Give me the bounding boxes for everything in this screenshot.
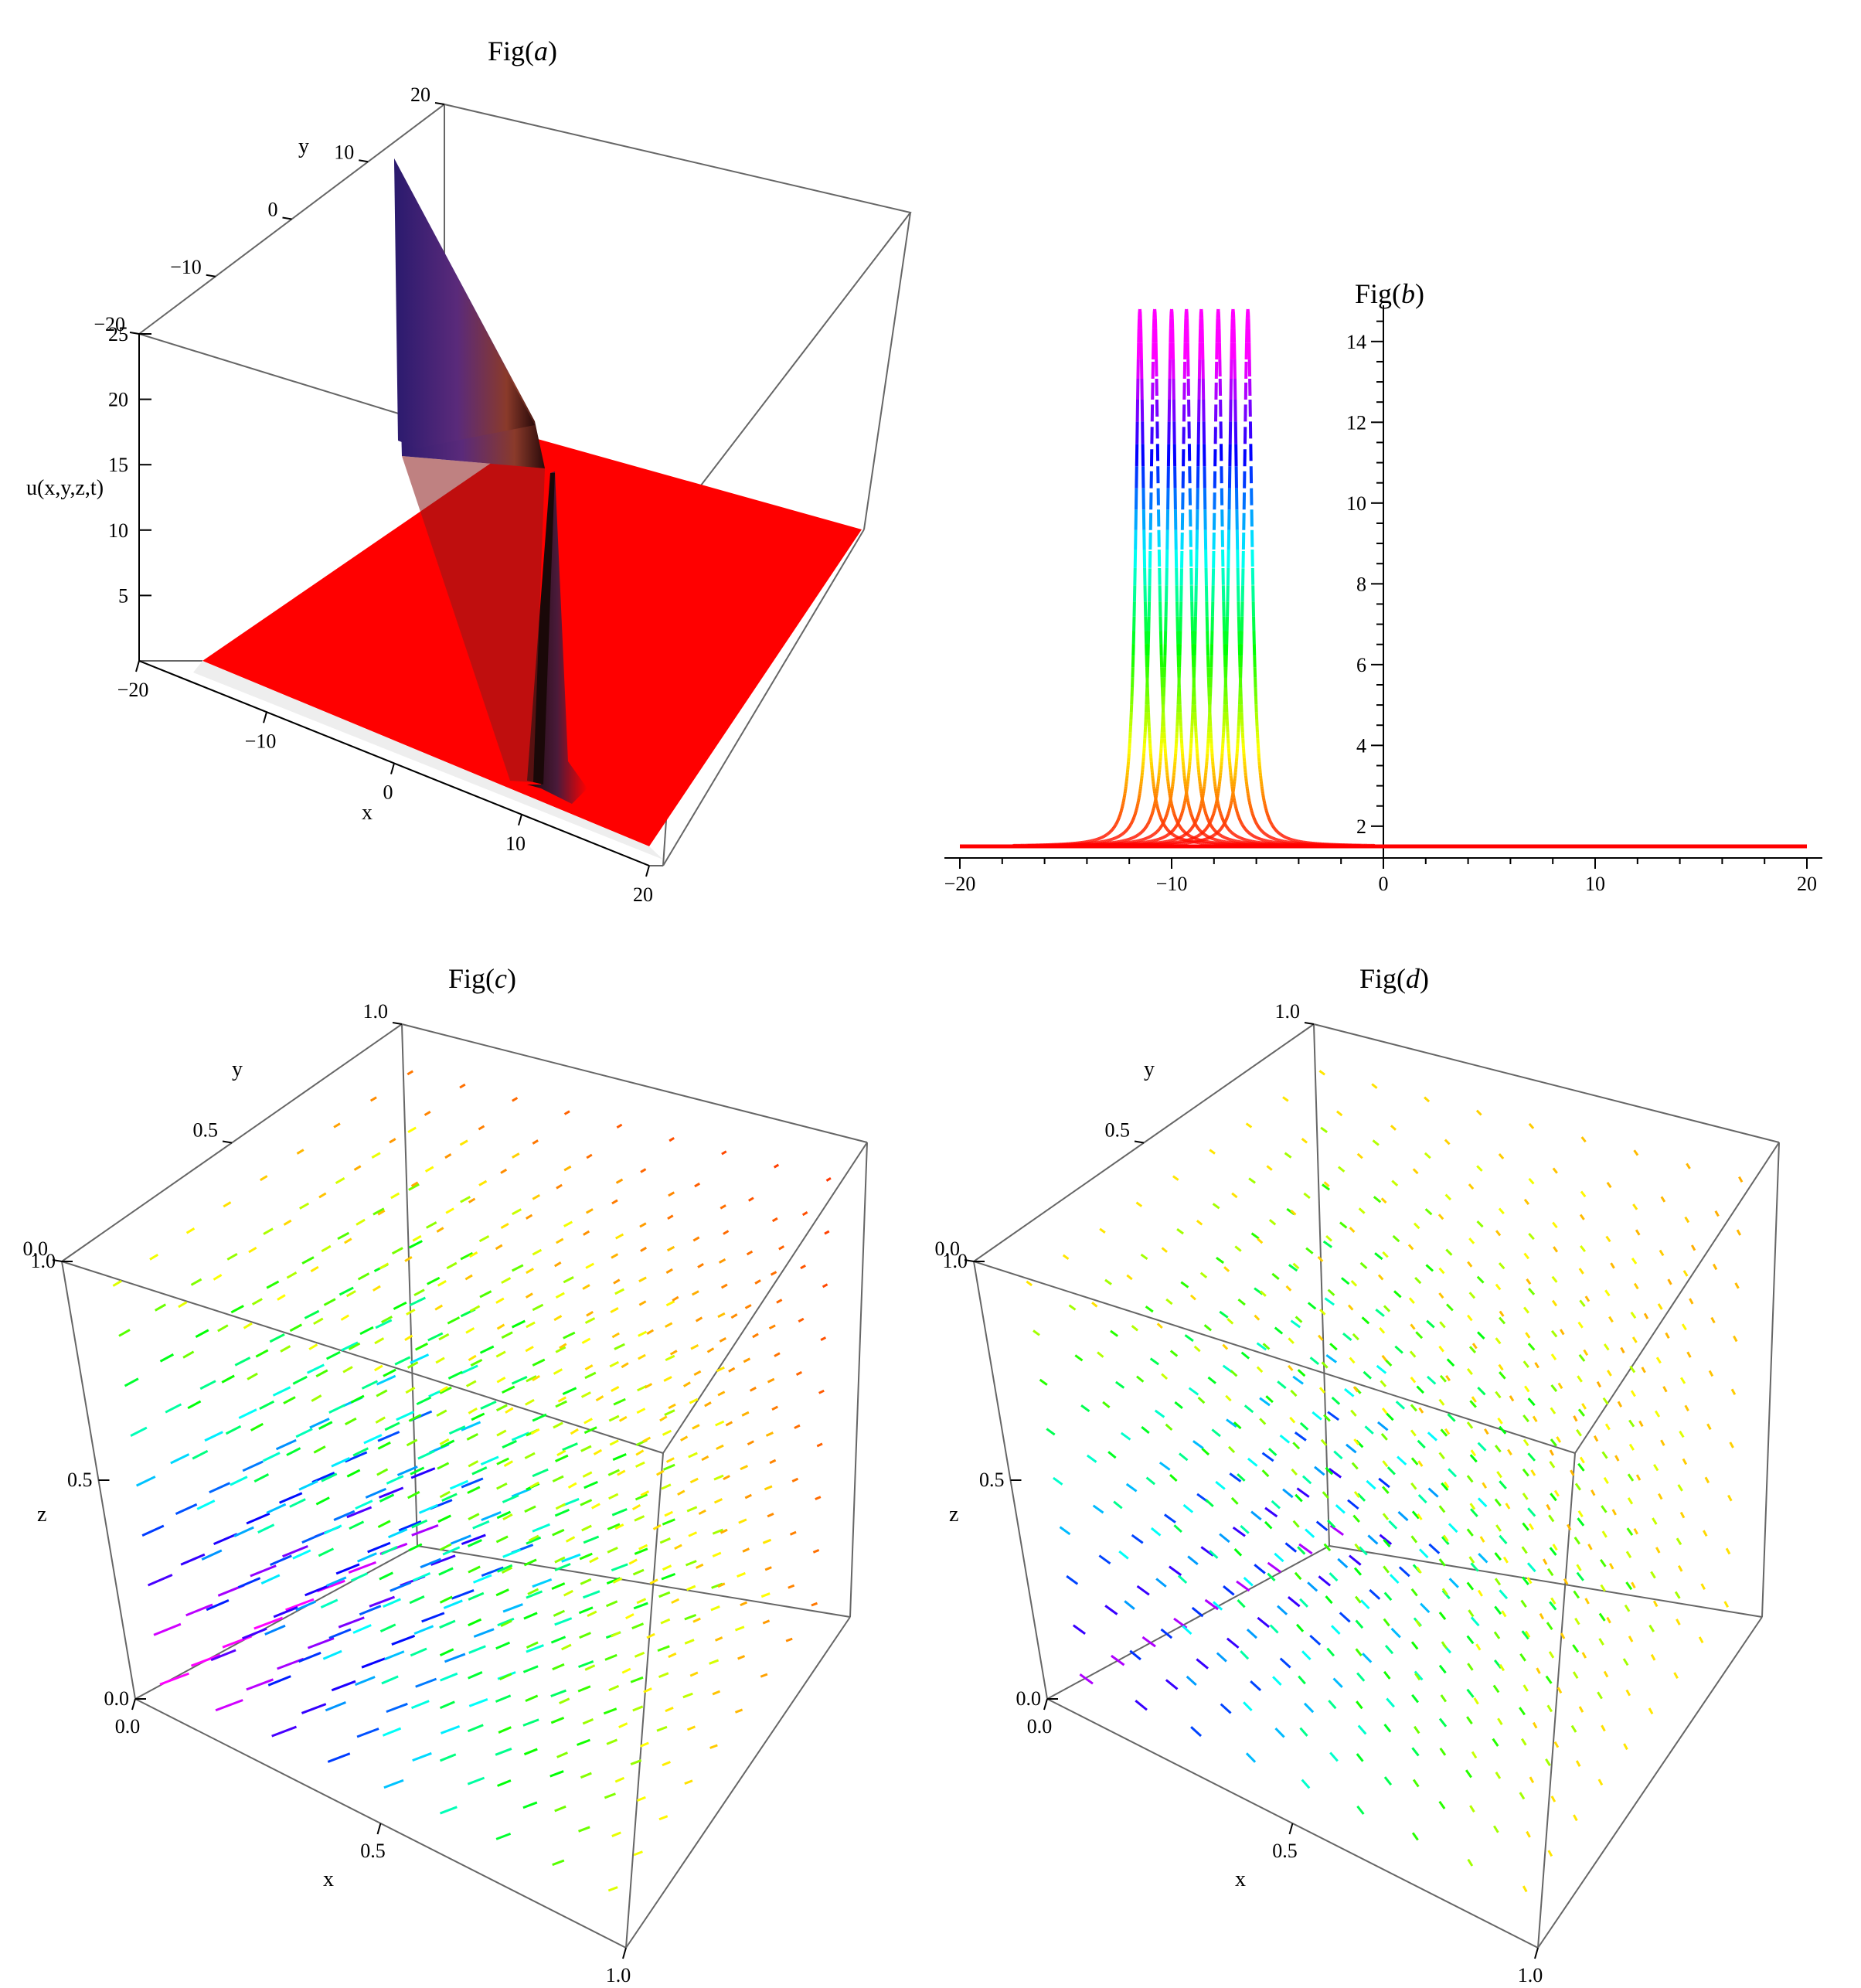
panel-b-ytick-label: 8 xyxy=(1356,573,1366,595)
panel-b-xtick-label: 0 xyxy=(1379,873,1389,895)
panel-a-ytick-label: −20 xyxy=(94,313,125,335)
panel-b-title: Fig(b) xyxy=(1355,278,1424,309)
panel-a-ztick-label: 10 xyxy=(108,519,128,542)
panel-b: Fig(b) −20 −10 0 10 20 2 4 6 8 10 12 14 xyxy=(944,278,1822,895)
panel-a-xtick-label: 0 xyxy=(383,781,393,804)
panel-a-ytick-label: 20 xyxy=(410,83,430,106)
panel-a-xtick xyxy=(390,763,395,774)
panel-a-xtick xyxy=(518,814,522,826)
panel-a-lower-wall xyxy=(402,456,545,782)
panel-a-ytick-label: 0 xyxy=(268,199,278,221)
panel-a-ylabel: y xyxy=(298,134,309,158)
panel-a-xtick-label: 10 xyxy=(505,832,526,855)
panel-b-xtick-label: −20 xyxy=(944,873,976,895)
panel-a-ztick-label: 15 xyxy=(108,454,128,476)
panel-a-ridge-slope xyxy=(394,158,535,448)
panel-b-xtick-label: −10 xyxy=(1156,873,1188,895)
panel-a-ztick-label: 5 xyxy=(118,584,128,607)
panel-a-xtick-label: −10 xyxy=(245,730,277,752)
panel-b-ytick-label: 4 xyxy=(1356,734,1366,757)
panel-b-xtick-label: 10 xyxy=(1585,873,1605,895)
panel-b-ytick-label: 6 xyxy=(1356,654,1366,676)
panel-a-ytick-label: −10 xyxy=(170,256,202,278)
panel-a-ytick-label: 10 xyxy=(334,141,354,163)
panel-a-ytick xyxy=(359,159,369,163)
panel-b-ytick-label: 10 xyxy=(1346,492,1366,515)
panel-a-rim xyxy=(193,661,663,860)
panel-a-ytick xyxy=(206,274,216,277)
panel-b-ytick-label: 14 xyxy=(1346,331,1366,353)
panel-a-xtick xyxy=(645,865,650,877)
panel-a-xtick xyxy=(135,660,140,672)
panel-a-xtick-label: −20 xyxy=(117,679,149,701)
panel-b-xtick-label: 20 xyxy=(1797,873,1817,895)
panel-b-ytick-label: 12 xyxy=(1346,411,1366,434)
panel-a-xtick xyxy=(263,711,267,723)
panel-a-ztick-label: 25 xyxy=(108,323,128,346)
panel-b-ytick-label: 2 xyxy=(1356,815,1366,838)
panel-a-xlabel: x xyxy=(362,801,373,825)
panel-a-ytick xyxy=(129,332,140,335)
panel-a-spike xyxy=(527,471,587,804)
panel-a-ytick xyxy=(282,216,292,220)
panel-b-plot: −20 −10 0 10 20 2 4 6 8 10 12 14 xyxy=(944,305,1822,895)
panel-a-xtick-label: 20 xyxy=(633,883,653,906)
panel-a-title: Fig(a) xyxy=(488,36,557,66)
panel-a-ytick xyxy=(434,102,445,105)
panel-a-zlabel: u(x,y,z,t) xyxy=(26,476,104,500)
panel-a-ztick-label: 20 xyxy=(108,389,128,411)
